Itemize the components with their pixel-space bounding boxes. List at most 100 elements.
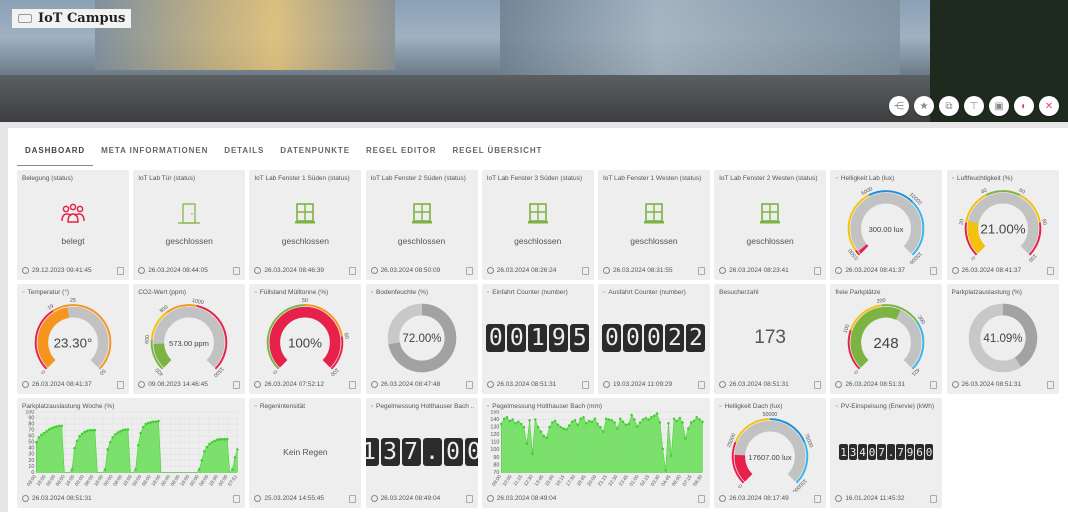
data-point <box>47 428 51 431</box>
tab-details[interactable]: DETAILS <box>224 146 265 155</box>
tile-bodenfeuchte[interactable]: ▫ Bodenfeuchte (%) 72.00% 26.03.2024 08:47:… <box>365 284 478 394</box>
calendar-icon[interactable] <box>117 266 124 275</box>
calendar-icon[interactable] <box>233 494 241 503</box>
calendar-icon[interactable] <box>465 380 473 389</box>
star-button[interactable]: ★ <box>914 96 934 116</box>
calendar-icon[interactable] <box>814 266 822 275</box>
value-text: Kein Regen <box>283 447 328 457</box>
calendar-icon[interactable] <box>697 380 705 389</box>
tile-pegelmessung-holthauser-bach-mm[interactable]: ▫ Pegelmessung Holthauser Bach (mm) 70 80 90… <box>481 398 710 508</box>
calendar-icon[interactable] <box>814 494 822 503</box>
tile-title: ▫ Regenintensität <box>254 403 357 410</box>
tile-füllstand-mülltonne[interactable]: ▫ Füllstand Mülltonne (%) 0 50 80 100 100% 26.0… <box>249 284 362 394</box>
timestamp: 26.03.2024 08:51:31 <box>32 495 92 502</box>
gauge-band <box>267 304 306 370</box>
calendar-icon[interactable] <box>697 494 705 503</box>
tab-meta-informationen[interactable]: META INFORMATIONEN <box>101 146 209 155</box>
tile-iot-lab-fenster-3-süden-status[interactable]: IoT Lab Fenster 3 Süden (status) geschlos… <box>481 170 594 280</box>
calendar-icon[interactable] <box>349 494 357 503</box>
calendar-icon[interactable] <box>465 266 473 275</box>
x-tick-label: 18:45 <box>576 474 588 488</box>
tile-luftfeuchtigkeit[interactable]: ▫ Luftfeuchtigkeit (%) 0 20 40 60 80 100 21.00% 2… <box>946 170 1059 280</box>
app-title: IoT Campus <box>38 11 126 26</box>
data-point <box>542 434 545 438</box>
tile-besucherzahl[interactable]: Besucherzahl 173 26.03.2024 08:51:31 <box>714 284 827 394</box>
tile-pegelmessung-holthauser-bach[interactable]: ▫ Pegelmessung Holthauser Bach ... 1 3 7. 0 0 2… <box>365 398 478 508</box>
tile-iot-lab-tür-status[interactable]: IoT Lab Tür (status) geschlossen 26.03.202… <box>133 170 246 280</box>
tile-title: ▫ Pegelmessung Holthauser Bach (mm) <box>487 403 706 410</box>
timestamp: 26.03.2024 07:52:12 <box>264 381 325 388</box>
calendar-icon[interactable] <box>233 380 241 389</box>
data-point <box>604 417 608 421</box>
calendar-icon[interactable] <box>581 266 589 275</box>
data-point <box>226 437 229 441</box>
tile-helligkeit-lab-lux[interactable]: ▫ Helligkeit Lab (lux) 0 500 6000 10000 15000 3… <box>830 170 943 280</box>
tile-parkplatzauslastung-woche[interactable]: Parkplatzauslastung Woche (%) 0 10 20 30 40 50… <box>17 398 246 508</box>
calendar-icon[interactable] <box>697 266 705 275</box>
tile-ausfahrt-counter-number[interactable]: ▫ Ausfahrt Counter (number) 0 0 0 2 2 19.03.202… <box>597 284 710 394</box>
tab-regel-editor[interactable]: REGEL EDITOR <box>365 146 437 155</box>
gauge-value: 100% <box>288 336 322 351</box>
data-point <box>658 421 662 424</box>
data-point <box>218 437 221 441</box>
close-button[interactable]: ✕ <box>1039 96 1059 116</box>
tab-datenpunkte[interactable]: DATENPUNKTE <box>280 146 350 155</box>
window-icon <box>527 203 548 224</box>
tile-belegung-status[interactable]: Belegung (status) belegt 29.12.2023 09:41:… <box>17 170 129 280</box>
share-button[interactable]: ⋲ <box>889 96 909 116</box>
clock-icon <box>835 495 843 502</box>
calendar-icon[interactable] <box>1046 380 1054 389</box>
x-tick-label: 16:15 <box>554 474 566 488</box>
tile-parkplatzauslastung[interactable]: Parkplatzauslastung (%) 41.09% 26.03.2024 … <box>946 284 1059 394</box>
calendar-icon[interactable] <box>233 266 241 275</box>
gauge-tick-label: 0 <box>970 255 976 261</box>
toggle-button[interactable]: ◐ <box>1014 96 1034 116</box>
tile-co2-wert-ppm[interactable]: CO2-Wert (ppm) 400 600 800 1000 1500 573.00 pp… <box>133 284 246 394</box>
tile-freie-parkplätze[interactable]: freie Parkplätze 0 100 200 300 421 248 26.03.20… <box>830 284 943 394</box>
calendar-icon[interactable] <box>930 494 938 503</box>
tile-helligkeit-dach-lux[interactable]: ▫ Helligkeit Dach (lux) 0 25000 50000 75000 10… <box>714 398 827 508</box>
cubes-button[interactable]: ⧉ <box>939 96 959 116</box>
tile-regenintensität[interactable]: ▫ Regenintensität Kein Regen 25.03.2024 14:… <box>249 398 362 508</box>
timestamp: 26.03.2024 08:50:09 <box>380 267 441 274</box>
tile-iot-lab-fenster-2-süden-status[interactable]: IoT Lab Fenster 2 Süden (status) geschlos… <box>365 170 478 280</box>
tab-dashboard[interactable]: DASHBOARD <box>17 142 94 166</box>
donut-value: 41.09% <box>983 333 1022 345</box>
hierarchy-button[interactable]: ⊤ <box>964 96 984 116</box>
tile-footer: 26.03.2024 08:51:31 <box>835 380 938 389</box>
tile-temperatur[interactable]: ▫ Temperatur (°) 0 19 25 50 23.30° 26.03.2024 0… <box>17 284 129 394</box>
gauge-tick-label: 400 <box>155 366 166 377</box>
tile-iot-lab-fenster-2-westen-status[interactable]: IoT Lab Fenster 2 Westen (status) geschlo… <box>714 170 827 280</box>
tile-title-text: IoT Lab Fenster 2 Süden (status) <box>370 175 466 182</box>
x-tick-label: 07:15 <box>681 474 693 488</box>
save-icon: ▣ <box>994 100 1004 112</box>
donut: 41.09% <box>968 303 1037 373</box>
data-point <box>548 425 551 429</box>
calendar-icon[interactable] <box>349 266 357 275</box>
data-point <box>73 446 76 450</box>
calendar-icon[interactable] <box>349 380 357 389</box>
status-text: geschlossen <box>746 236 794 246</box>
timestamp: 26.03.2024 08:41:37 <box>32 381 92 388</box>
data-point <box>584 422 588 425</box>
save-button[interactable]: ▣ <box>989 96 1009 116</box>
calendar-icon[interactable] <box>930 266 938 275</box>
app-logo[interactable]: IoT Campus <box>12 9 132 28</box>
tile-iot-lab-fenster-1-westen-status[interactable]: IoT Lab Fenster 1 Westen (status) geschlo… <box>597 170 710 280</box>
tab-regel-übersicht[interactable]: REGEL ÜBERSICHT <box>452 146 543 155</box>
calendar-icon[interactable] <box>1046 266 1054 275</box>
tile-einfahrt-counter-number[interactable]: ▫ Einfahrt Counter (number) 0 0 1 9 5 26.03.202… <box>481 284 594 394</box>
data-point <box>126 428 130 431</box>
calendar-icon[interactable] <box>117 380 124 389</box>
calendar-icon[interactable] <box>465 494 473 503</box>
tile-iot-lab-fenster-1-süden-status[interactable]: IoT Lab Fenster 1 Süden (status) geschlos… <box>249 170 362 280</box>
data-point <box>539 430 543 433</box>
timestamp: 26.03.2024 08:41:37 <box>845 267 905 274</box>
calendar-icon[interactable] <box>581 380 589 389</box>
tile-pv-einspeisung-enervie-kwh[interactable]: ▫ PV-Einspeisung (Enervie) (kWh) 1 3 4 0 7. 7 9 6… <box>830 398 943 508</box>
timestamp: 26.03.2024 08:49:04 <box>496 495 557 502</box>
counter-digit: 0 <box>507 324 527 352</box>
calendar-icon[interactable] <box>930 380 938 389</box>
calendar-icon[interactable] <box>814 380 822 389</box>
